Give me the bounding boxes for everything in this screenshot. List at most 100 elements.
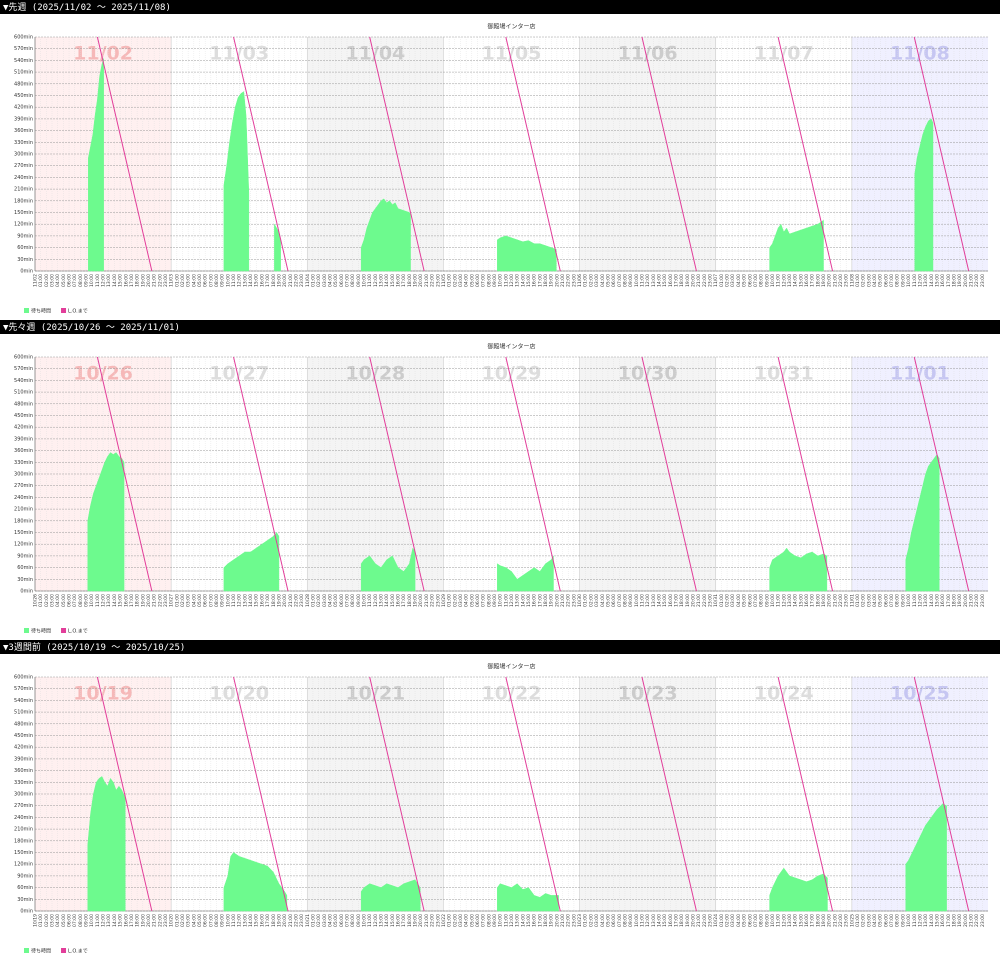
x-hour-label: 14:00	[384, 914, 390, 927]
x-hour-label: 08:00	[486, 914, 492, 927]
x-hour-label: 19:00	[957, 914, 963, 927]
x-hour-label: 13:00	[923, 914, 929, 927]
x-hour-label: 10:00	[225, 594, 231, 607]
x-hour-label: 20:00	[554, 274, 560, 287]
y-tick-label: 0min	[20, 269, 33, 275]
y-tick-label: 540min	[14, 698, 33, 704]
x-hour-label: 14:00	[520, 594, 526, 607]
x-hour-label: 06:00	[339, 274, 345, 287]
y-tick-label: 60min	[17, 245, 33, 251]
x-hour-label: 18:00	[407, 594, 413, 607]
x-hour-label: 19:00	[685, 914, 691, 927]
x-hour-label: 21:00	[288, 594, 294, 607]
x-hour-label: 23:00	[980, 594, 986, 607]
x-hour-label: 11:00	[776, 914, 782, 927]
x-hour-label: 10:00	[362, 274, 368, 287]
x-hour-label: 06:00	[747, 914, 753, 927]
y-tick-label: 240min	[14, 815, 33, 821]
x-hour-label: 01:00	[310, 914, 316, 927]
x-hour-label: 07:00	[617, 274, 623, 287]
y-tick-label: 330min	[14, 780, 33, 786]
x-hour-label: 16:00	[259, 914, 265, 927]
y-tick-label: 420min	[14, 425, 33, 431]
x-hour-label: 21:00	[832, 274, 838, 287]
x-hour-label: 09:00	[356, 914, 362, 927]
x-hour-label: 10:00	[498, 594, 504, 607]
x-hour-label: 19:00	[549, 914, 555, 927]
x-hour-label: 14:00	[112, 914, 118, 927]
x-hour-label: 12:00	[781, 274, 787, 287]
x-hour-label: 07:00	[72, 274, 78, 287]
chart-section: ▼先週 (2025/11/02 〜 2025/11/08) 御殿場インター店 11/…	[0, 0, 1000, 315]
x-hour-label: 16:00	[123, 594, 129, 607]
x-hour-label: 22:00	[157, 274, 163, 287]
x-hour-label: 17:00	[810, 914, 816, 927]
x-hour-label: 09:00	[764, 914, 770, 927]
x-hour-label: 17:00	[946, 274, 952, 287]
x-hour-label: 05:00	[469, 274, 475, 287]
x-hour-label: 02:00	[44, 274, 50, 287]
x-hour-label: 03:00	[50, 274, 56, 287]
x-hour-label: 10:00	[634, 914, 640, 927]
x-hour-label: 21:00	[832, 914, 838, 927]
x-hour-label: 18:00	[135, 274, 141, 287]
x-date-label: 10/22	[441, 914, 447, 927]
y-tick-label: 0min	[20, 909, 33, 915]
x-hour-label: 14:00	[520, 274, 526, 287]
x-hour-label: 15:00	[526, 274, 532, 287]
x-hour-label: 04:00	[327, 594, 333, 607]
x-hour-label: 23:00	[708, 274, 714, 287]
x-hour-label: 11:00	[95, 594, 101, 607]
wait-area	[87, 776, 947, 912]
x-hour-label: 20:00	[418, 274, 424, 287]
x-hour-label: 19:00	[821, 594, 827, 607]
x-hour-label: 11:00	[503, 594, 509, 607]
x-hour-label: 22:00	[974, 594, 980, 607]
x-hour-label: 22:00	[566, 274, 572, 287]
x-hour-label: 18:00	[951, 594, 957, 607]
y-tick-label: 210min	[14, 827, 33, 833]
x-hour-label: 16:00	[668, 914, 674, 927]
x-hour-label: 15:00	[390, 914, 396, 927]
x-hour-label: 13:00	[923, 594, 929, 607]
y-tick-label: 600min	[14, 35, 33, 41]
x-hour-label: 17:00	[537, 914, 543, 927]
legend-label: 待ち時間	[31, 628, 51, 635]
x-hour-label: 07:00	[208, 274, 214, 287]
x-hour-label: 07:00	[72, 594, 78, 607]
legend-label: L.O.まで	[68, 309, 88, 315]
x-hour-label: 05:00	[605, 274, 611, 287]
y-tick-label: 510min	[14, 70, 33, 76]
x-hour-label: 14:00	[929, 914, 935, 927]
x-hour-label: 17:00	[401, 274, 407, 287]
x-hour-label: 02:00	[452, 914, 458, 927]
x-hour-label: 18:00	[951, 914, 957, 927]
x-hour-label: 14:00	[248, 594, 254, 607]
x-hour-label: 23:00	[980, 274, 986, 287]
x-hour-label: 17:00	[810, 274, 816, 287]
x-hour-label: 12:00	[645, 274, 651, 287]
section-header-bar	[0, 640, 1000, 654]
x-hour-label: 09:00	[900, 914, 906, 927]
x-hour-label: 20:00	[282, 274, 288, 287]
x-hour-label: 02:00	[452, 274, 458, 287]
x-hour-label: 03:00	[322, 594, 328, 607]
x-hour-label: 12:00	[373, 594, 379, 607]
x-hour-label: 08:00	[486, 594, 492, 607]
x-hour-label: 22:00	[702, 594, 708, 607]
x-hour-label: 04:00	[464, 274, 470, 287]
x-hour-label: 06:00	[611, 594, 617, 607]
y-tick-label: 420min	[14, 745, 33, 751]
x-date-label: 10/20	[169, 914, 175, 927]
y-tick-label: 600min	[14, 355, 33, 361]
x-hour-label: 14:00	[248, 274, 254, 287]
x-hour-label: 07:00	[753, 594, 759, 607]
x-hour-label: 14:00	[793, 594, 799, 607]
y-tick-label: 30min	[17, 577, 33, 583]
y-tick-label: 390min	[14, 436, 33, 442]
x-hour-label: 21:00	[288, 914, 294, 927]
x-hour-label: 03:00	[730, 274, 736, 287]
x-hour-label: 02:00	[316, 274, 322, 287]
x-hour-label: 08:00	[895, 594, 901, 607]
section-header-bar	[0, 0, 1000, 14]
